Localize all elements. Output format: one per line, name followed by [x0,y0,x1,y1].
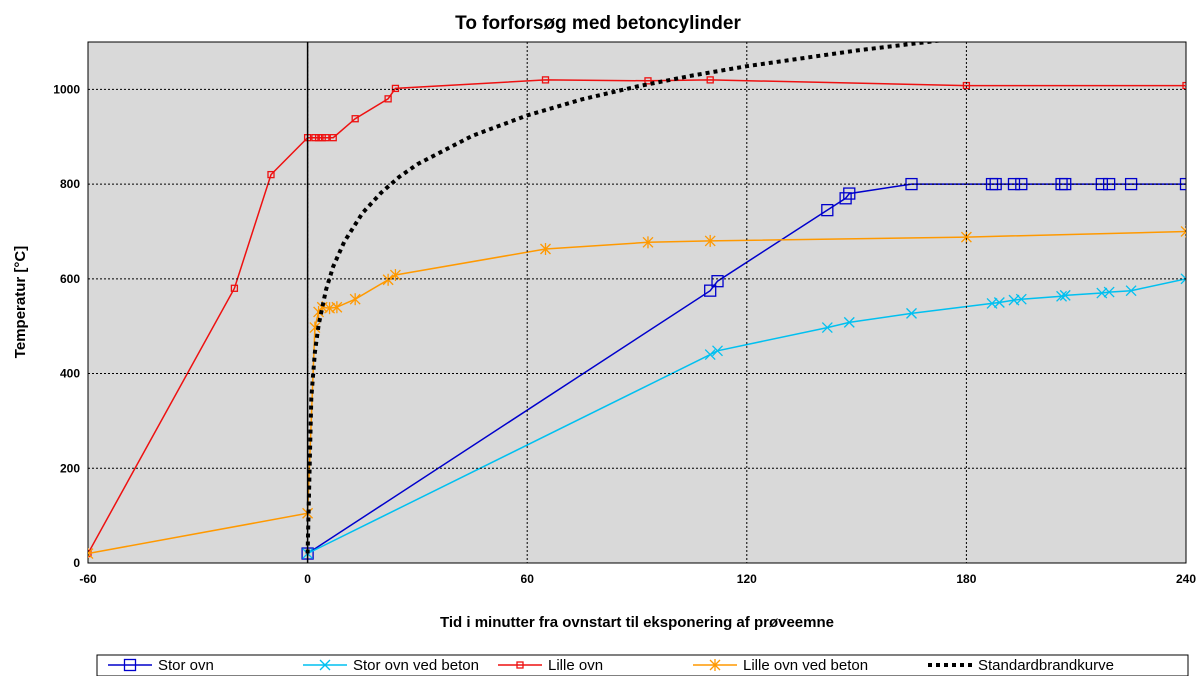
marker [712,345,723,357]
marker [839,192,852,205]
y-tick-label: 400 [60,367,80,381]
marker [267,170,275,179]
legend-label: Stor ovn ved beton [353,657,479,674]
marker [1059,177,1072,191]
marker [88,547,94,560]
marker [644,77,652,85]
legend-label: Standardbrandkurve [978,657,1114,674]
marker [1180,225,1186,238]
series-line [307,278,1186,555]
legend-label: Stor ovn [158,657,214,674]
marker [1059,289,1071,301]
marker [704,234,716,247]
marker [309,321,321,334]
marker [1180,273,1186,285]
marker [318,134,326,142]
marker [843,187,856,200]
marker [349,293,361,306]
marker [540,242,551,255]
marker [1056,290,1068,302]
marker [906,307,917,319]
legend-label: Lille ovn ved beton [743,657,868,674]
y-axis-label: Temperatur [°C] [12,246,29,358]
marker [329,134,337,142]
x-tick-label: -60 [79,572,97,586]
y-tick-label: 800 [60,177,80,191]
marker [709,659,721,671]
marker [642,236,654,249]
x-tick-label: 180 [956,572,976,586]
series-line [305,42,945,554]
marker [230,284,239,292]
marker [322,134,330,142]
plot-area [87,41,1187,564]
marker [311,134,319,142]
marker [319,659,331,671]
x-axis-label: Tid i minutter fra ovnstart til eksponer… [440,614,834,631]
y-tick-label: 0 [73,556,80,570]
legend-label: Lille ovn [548,657,603,674]
x-tick-label: 240 [1176,572,1196,586]
marker [391,84,400,93]
marker [331,301,343,314]
x-tick-label: 0 [304,572,311,586]
marker [1015,177,1028,191]
marker [1103,286,1115,298]
marker [351,115,359,123]
marker [384,95,392,103]
marker [960,231,972,244]
marker [123,658,137,672]
marker [1102,177,1116,191]
y-tick-label: 200 [60,461,80,475]
y-tick-label: 1000 [53,82,80,96]
marker [704,284,717,297]
marker [382,273,394,286]
marker [711,275,724,288]
chart-title: To forforsøg med betoncylinder [455,13,741,34]
marker [821,322,833,334]
marker [1015,293,1027,305]
marker [314,134,323,142]
x-tick-label: 60 [521,572,535,586]
y-tick-label: 600 [60,272,80,286]
marker [821,203,834,217]
marker [1182,81,1186,90]
marker [843,316,855,328]
marker [541,76,550,84]
marker [516,661,524,669]
x-tick-label: 120 [737,572,757,586]
marker [704,349,716,361]
marker [993,297,1005,308]
marker [1125,285,1137,297]
marker [706,76,714,84]
